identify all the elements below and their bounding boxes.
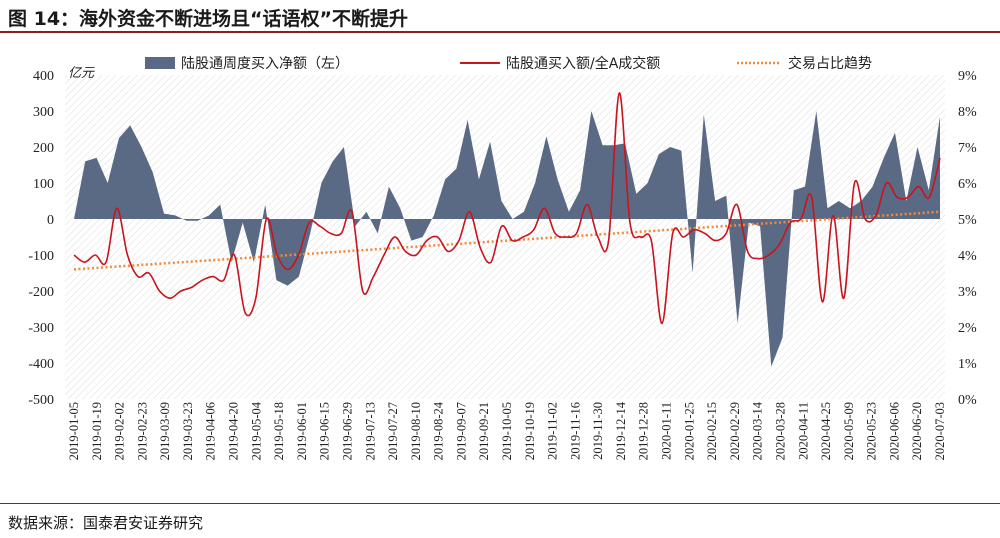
left-tick-label: -400 [28, 357, 54, 372]
x-tick-label: 2019-04-06 [204, 402, 218, 460]
x-tick-label: 2020-02-15 [705, 402, 719, 460]
x-tick-label: 2019-08-10 [409, 402, 423, 460]
x-tick-label: 2019-12-28 [637, 402, 651, 460]
x-tick-label: 2019-06-29 [340, 402, 354, 460]
legend-label-net-buy: 陆股通周度买入净额（左） [181, 56, 349, 72]
figure-title: 图 14：海外资金不断进场且“话语权”不断提升 [8, 8, 409, 30]
x-tick-label: 2020-05-23 [865, 402, 879, 460]
x-tick-label: 2019-10-05 [500, 402, 514, 460]
series-ratio-line [73, 92, 941, 325]
x-tick-label: 2019-07-27 [386, 402, 400, 460]
left-axis-unit: 亿元 [68, 66, 95, 81]
right-tick-label: 7% [958, 141, 977, 156]
right-tick-label: 2% [958, 321, 977, 336]
x-tick-label: 2020-06-20 [910, 402, 924, 460]
x-tick-label: 2019-05-04 [249, 401, 263, 460]
left-tick-label: -100 [28, 249, 54, 264]
left-tick-label: -300 [28, 321, 54, 336]
series-trend-line [73, 210, 941, 271]
legend-label-trend: 交易占比趋势 [788, 55, 872, 72]
x-tick-label: 2020-07-03 [933, 402, 947, 460]
x-tick-label: 2020-06-06 [887, 402, 901, 460]
x-tick-label: 2019-05-18 [272, 402, 286, 460]
x-tick-label: 2020-04-11 [796, 402, 810, 460]
x-tick-label: 2019-08-24 [432, 401, 446, 460]
left-tick-label: 400 [33, 69, 54, 84]
x-tick-label: 2019-12-14 [614, 401, 628, 460]
right-tick-label: 5% [958, 213, 977, 228]
x-tick-label: 2020-01-25 [682, 402, 696, 460]
x-tick-label: 2019-09-21 [477, 402, 491, 460]
x-tick-label: 2020-02-29 [728, 402, 742, 460]
left-tick-label: 100 [33, 177, 54, 192]
x-tick-label: 2020-01-11 [660, 402, 674, 460]
series-net-buy-area [74, 111, 940, 367]
x-tick-label: 2019-02-23 [135, 402, 149, 460]
x-tick-label: 2019-03-09 [158, 402, 172, 460]
x-tick-label: 2019-04-20 [227, 402, 241, 460]
left-tick-label: 300 [33, 105, 54, 120]
data-source: 数据来源：国泰君安证券研究 [8, 514, 204, 532]
right-tick-label: 0% [958, 393, 977, 408]
legend-swatch-area [145, 57, 175, 69]
right-tick-label: 6% [958, 177, 977, 192]
x-tick-label: 2019-10-19 [523, 402, 537, 460]
left-tick-label: 200 [33, 141, 54, 156]
left-tick-label: 0 [47, 213, 54, 228]
chart: 400 300 200 100 0 -100 -200 -300 -400 -500 9% 8% 7%… [28, 55, 977, 460]
x-tick-label: 2019-09-07 [454, 402, 468, 460]
x-tick-label: 2020-03-14 [751, 401, 765, 460]
title-underline [0, 31, 1000, 33]
right-tick-label: 9% [958, 69, 977, 84]
right-tick-label: 4% [958, 249, 977, 264]
right-tick-label: 3% [958, 285, 977, 300]
x-tick-label: 2019-03-23 [181, 402, 195, 460]
x-tick-label: 2020-04-25 [819, 402, 833, 460]
footer-rule [0, 503, 1000, 504]
right-tick-label: 8% [958, 105, 977, 120]
x-tick-label: 2019-06-01 [295, 402, 309, 460]
legend-label-ratio: 陆股通买入额/全A成交额 [506, 55, 660, 72]
left-tick-label: -500 [28, 393, 54, 408]
x-tick-label: 2019-02-02 [113, 402, 127, 460]
x-tick-label: 2019-11-02 [546, 402, 560, 460]
x-tick-label: 2019-01-05 [67, 402, 81, 460]
left-tick-label: -200 [28, 285, 54, 300]
x-tick-label: 2020-05-09 [842, 402, 856, 460]
right-tick-label: 1% [958, 357, 977, 372]
x-tick-label: 2019-07-13 [363, 402, 377, 460]
x-tick-label: 2019-11-30 [591, 402, 605, 460]
x-tick-label: 2019-11-16 [568, 402, 582, 460]
x-tick-label: 2019-01-19 [90, 402, 104, 460]
plot-background [65, 75, 945, 399]
x-tick-label: 2020-03-28 [773, 402, 787, 460]
x-tick-label: 2019-06-15 [318, 402, 332, 460]
legend: 陆股通周度买入净额（左） 陆股通买入额/全A成交额 交易占比趋势 [145, 55, 872, 72]
